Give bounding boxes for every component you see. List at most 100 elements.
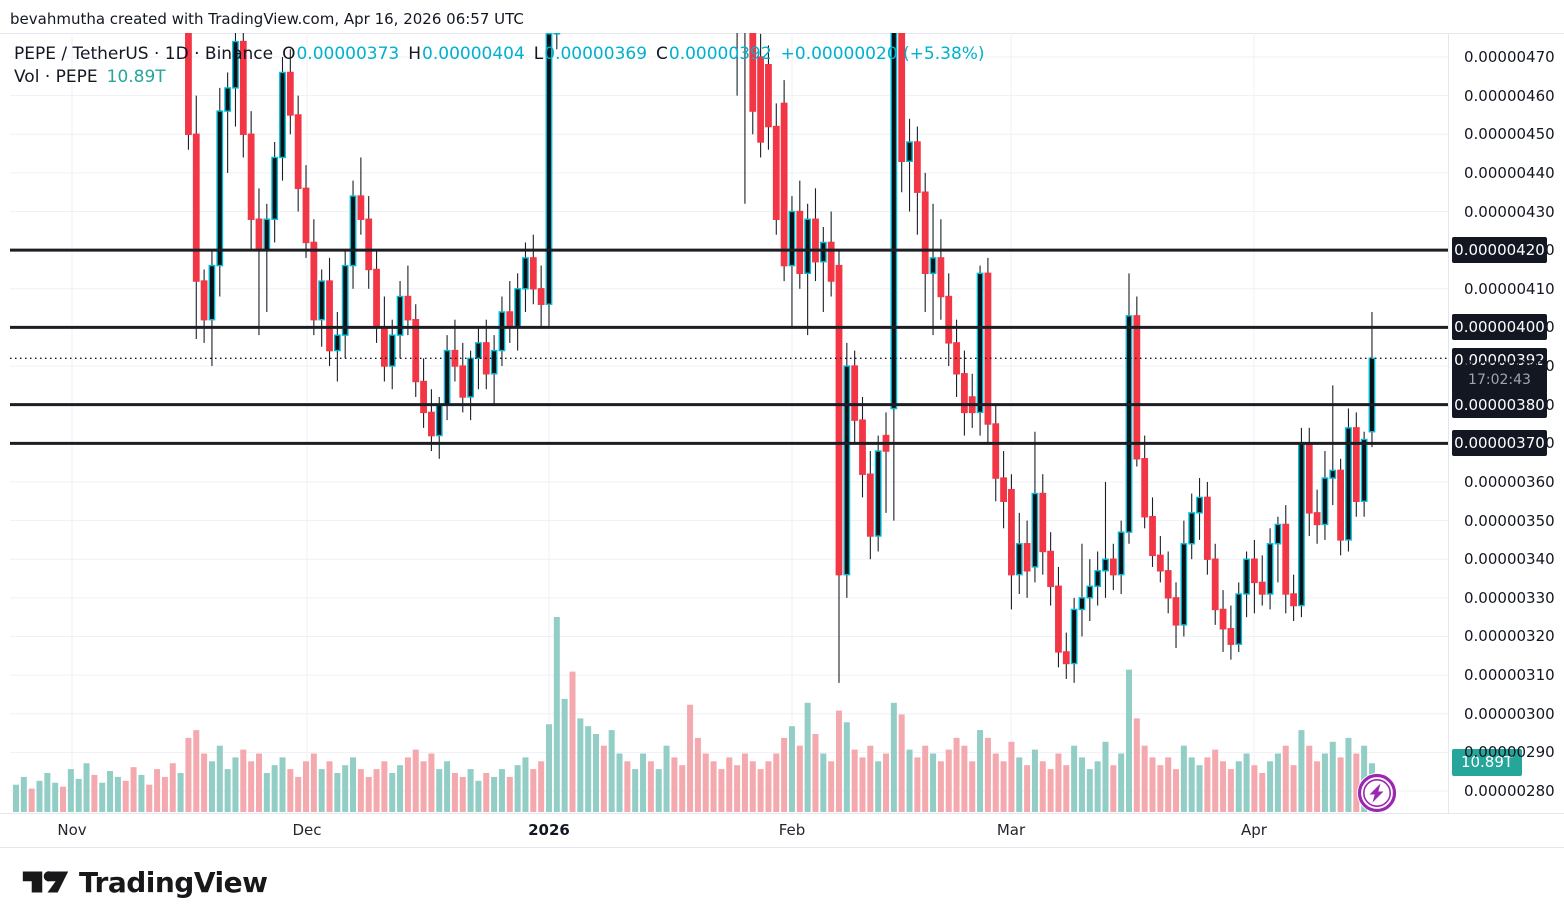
candle-down bbox=[451, 349, 459, 367]
volume-bar bbox=[279, 757, 286, 812]
candle-down bbox=[945, 295, 953, 344]
volume-bar bbox=[1220, 761, 1227, 812]
volume-bar bbox=[1321, 753, 1328, 812]
volume-bar bbox=[992, 753, 999, 812]
lightning-icon bbox=[1357, 773, 1397, 813]
price-axis[interactable]: 0.00000392 17:02:43 10.89T 0.00000470 0.0… bbox=[1448, 33, 1564, 813]
candle-down bbox=[1109, 558, 1117, 576]
volume-bar bbox=[1251, 765, 1258, 812]
candle-down bbox=[1211, 558, 1219, 611]
candle-up bbox=[1188, 512, 1196, 545]
volume-bar bbox=[146, 784, 153, 812]
time-axis-label: Mar bbox=[996, 821, 1026, 839]
time-axis[interactable]: Nov Dec 2026 Feb Mar Apr bbox=[0, 813, 1564, 848]
volume-bar bbox=[1180, 745, 1187, 812]
price-tick: 0.00000320 bbox=[1464, 627, 1555, 646]
chart-pane bbox=[10, 33, 1448, 813]
volume-bar bbox=[91, 774, 98, 812]
volume-bar bbox=[1235, 761, 1242, 812]
candle-down bbox=[1219, 608, 1227, 630]
volume-bar bbox=[138, 774, 145, 812]
candle-up bbox=[475, 342, 482, 360]
candle-up bbox=[490, 349, 498, 375]
tradingview-logo[interactable]: TradingView bbox=[22, 864, 268, 900]
volume-bar bbox=[593, 734, 600, 812]
candle-up bbox=[271, 156, 279, 220]
volume-bar bbox=[451, 773, 458, 812]
candle-down bbox=[984, 272, 992, 425]
volume-bar bbox=[930, 753, 937, 812]
candle-down bbox=[185, 33, 192, 135]
volume-bar bbox=[161, 776, 168, 812]
candle-down bbox=[1000, 477, 1007, 502]
volume-bar bbox=[295, 776, 302, 812]
volume-bar bbox=[287, 769, 294, 812]
candle-down bbox=[1047, 550, 1055, 587]
price-tick: 0.00000280 bbox=[1464, 782, 1555, 800]
volume-bar bbox=[216, 745, 223, 812]
volume-bar bbox=[945, 749, 952, 812]
volume-bar bbox=[718, 769, 725, 812]
volume-bar bbox=[1031, 749, 1038, 812]
volume-bar bbox=[436, 769, 443, 812]
volume-bar bbox=[788, 726, 795, 812]
volume-bar bbox=[420, 761, 427, 812]
volume-badge: 10.89T bbox=[1452, 749, 1522, 776]
candle-down bbox=[192, 133, 200, 282]
candle-down bbox=[420, 380, 427, 414]
time-axis-label: Feb bbox=[778, 821, 806, 839]
volume-bar bbox=[694, 737, 701, 812]
time-axis-label: 2026 bbox=[528, 821, 570, 839]
volume-bar bbox=[875, 761, 882, 812]
volume-bar bbox=[577, 718, 584, 812]
candle-down bbox=[506, 311, 514, 329]
candle-down bbox=[380, 326, 388, 367]
volume-bar bbox=[679, 765, 686, 812]
last-price-badge: 0.00000392 17:02:43 bbox=[1452, 348, 1547, 395]
volume-bar bbox=[185, 737, 192, 812]
volume-bar bbox=[1337, 757, 1344, 812]
volume-bar bbox=[867, 745, 874, 812]
candle-down bbox=[1251, 558, 1258, 584]
candle-down bbox=[310, 241, 318, 321]
price-tick: 0.00000460 bbox=[1464, 86, 1555, 105]
candlestick-chart[interactable] bbox=[10, 33, 1448, 813]
candle-up bbox=[1329, 469, 1337, 479]
candle-up bbox=[498, 311, 506, 352]
volume-bar bbox=[608, 730, 615, 812]
volume-bar bbox=[922, 745, 929, 812]
volume-bar bbox=[600, 745, 607, 812]
volume-bar bbox=[1267, 761, 1274, 812]
candle-up bbox=[1078, 597, 1086, 611]
volume-bar bbox=[350, 757, 357, 812]
candle-down bbox=[1337, 469, 1345, 541]
candle-down bbox=[1227, 628, 1235, 645]
candle-up bbox=[545, 33, 553, 305]
volume-bar bbox=[914, 757, 921, 812]
volume-bar bbox=[553, 617, 560, 812]
volume-bar bbox=[1024, 765, 1031, 812]
volume-bar bbox=[498, 769, 505, 812]
candle-down bbox=[796, 210, 804, 275]
volume-bar bbox=[514, 765, 521, 812]
volume-bar bbox=[726, 757, 733, 812]
volume-bar bbox=[781, 737, 788, 812]
candle-up bbox=[349, 195, 357, 267]
volume-bar bbox=[820, 753, 827, 812]
boost-button[interactable] bbox=[1356, 772, 1398, 814]
volume-bar bbox=[1086, 769, 1093, 812]
volume-bar bbox=[1314, 761, 1321, 812]
volume-bar bbox=[232, 757, 239, 812]
volume-bar bbox=[412, 749, 419, 812]
candle-up bbox=[467, 357, 475, 398]
candle-down bbox=[757, 56, 765, 143]
candle-up bbox=[279, 71, 286, 159]
candle-up bbox=[232, 40, 239, 89]
ray-price-badge: 0.00000370 bbox=[1452, 430, 1547, 457]
candle-up bbox=[216, 110, 224, 267]
volume-bar bbox=[1141, 745, 1148, 812]
volume-bar bbox=[655, 769, 662, 812]
candle-up bbox=[333, 334, 341, 352]
candle-up bbox=[804, 218, 812, 275]
candle-down bbox=[1164, 570, 1172, 599]
